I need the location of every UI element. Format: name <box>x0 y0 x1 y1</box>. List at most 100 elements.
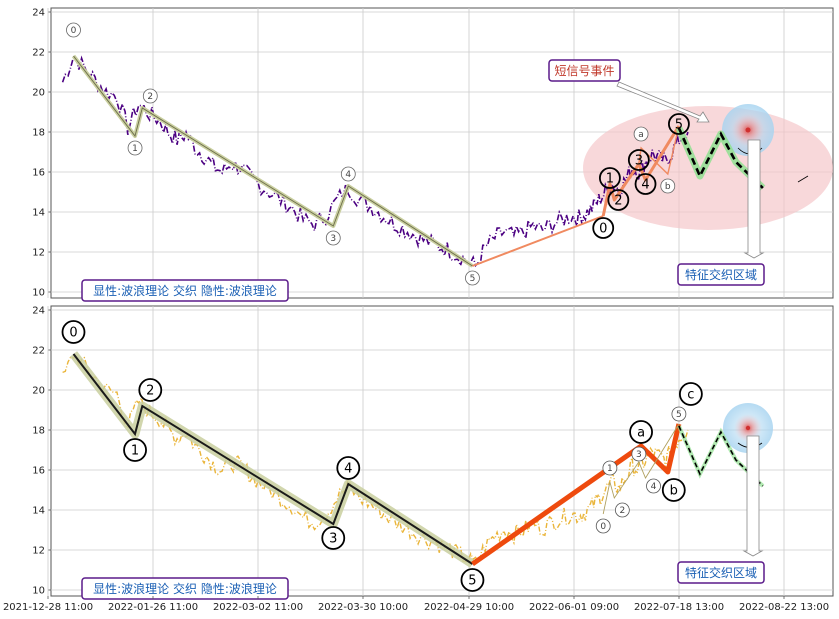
abc-marker <box>629 420 653 444</box>
abc-label: a <box>638 130 644 140</box>
wave-label: 2 <box>147 92 153 102</box>
x-tick-label: 2022-03-30 10:00 <box>318 602 408 613</box>
subwave-marker <box>671 406 687 422</box>
feature-region-label: 特征交织区域 <box>685 267 757 282</box>
y-tick-label: 22 <box>32 48 45 59</box>
wave-label: 2 <box>146 384 154 399</box>
wave-label: 4 <box>344 462 352 477</box>
x-tick-label: 2022-07-18 13:00 <box>634 602 724 613</box>
wave-marker <box>61 320 86 344</box>
new-wave-label: 2 <box>614 194 622 209</box>
y-tick-label: 24 <box>32 8 45 19</box>
abc-label: b <box>665 182 671 192</box>
y-tick-label: 16 <box>32 168 45 179</box>
feature-dot <box>745 127 751 133</box>
wave-line <box>72 353 474 565</box>
y-tick-label: 12 <box>32 546 45 557</box>
x-tick-label: 2022-06-01 09:00 <box>529 602 619 613</box>
new-wave-label: 1 <box>606 172 614 187</box>
wave-label: 1 <box>131 444 139 459</box>
y-tick-label: 14 <box>32 208 45 219</box>
subwave-line <box>602 423 680 515</box>
wave-marker <box>460 568 485 592</box>
legend-label: 显性:波浪理论 交织 隐性:波浪理论 <box>93 581 277 596</box>
abc-label: b <box>670 484 678 499</box>
wave-marker <box>340 166 356 182</box>
feature-ellipse <box>583 106 833 230</box>
y-tick-label: 10 <box>32 288 45 299</box>
wave-label: 5 <box>468 574 476 589</box>
subwave-label: 0 <box>600 522 606 532</box>
wave-label: 0 <box>69 326 77 341</box>
y-tick-label: 20 <box>32 386 45 397</box>
x-tick-label: 2022-01-26 11:00 <box>108 602 198 613</box>
new-wave-label: 0 <box>599 222 607 237</box>
transition-line <box>472 215 604 267</box>
feature-dot <box>745 425 751 431</box>
abc-marker <box>661 478 686 502</box>
wave-marker <box>142 88 158 104</box>
y-tick-label: 10 <box>32 586 45 597</box>
subwave-label: 1 <box>607 464 613 474</box>
wave-marker <box>66 22 81 38</box>
subwave-marker <box>595 518 611 534</box>
subwave-label: 4 <box>651 482 657 492</box>
y-tick-label: 14 <box>32 506 45 517</box>
projection-tick <box>797 175 809 183</box>
feature-region-box <box>677 561 765 584</box>
wave-marker <box>138 378 163 402</box>
x-tick-label: 2021-12-28 11:00 <box>3 602 93 613</box>
abc-correction-line <box>471 423 682 567</box>
abc-marker <box>678 382 703 406</box>
wave-marker <box>127 140 143 156</box>
wave-label: 1 <box>132 144 138 154</box>
plot-frame <box>50 305 834 597</box>
new-wave-line <box>601 125 681 217</box>
subwave-marker <box>631 446 647 462</box>
event-arrow <box>616 81 710 123</box>
wave-label: 5 <box>470 274 476 284</box>
wave-line <box>73 55 473 267</box>
pointer-arrow <box>743 139 765 259</box>
abc-line <box>638 125 680 176</box>
new-wave-marker <box>598 167 621 189</box>
new-wave-marker <box>627 149 650 171</box>
wave-label: 4 <box>345 170 351 180</box>
subwave-label: 5 <box>676 410 682 420</box>
projection-line <box>678 425 764 487</box>
abc-label: a <box>637 426 645 441</box>
wave-marker <box>336 456 361 480</box>
new-wave-marker <box>634 173 657 195</box>
wave-label: 0 <box>71 26 77 36</box>
new-wave-label: 4 <box>641 178 649 193</box>
x-tick-label: 2022-04-29 10:00 <box>424 602 514 613</box>
x-axis: 2021-12-28 11:00 2022-01-26 11:00 2022-03-… <box>3 596 829 613</box>
subwave-marker <box>602 460 618 476</box>
new-wave-label: 5 <box>675 118 683 133</box>
pointer-arrow <box>742 435 764 557</box>
legend-box <box>81 279 289 302</box>
y-tick-label: 24 <box>32 306 45 317</box>
legend-box <box>81 577 289 600</box>
y-tick-label: 16 <box>32 466 45 477</box>
x-tick-label: 2022-03-02 11:00 <box>213 602 303 613</box>
wave-marker <box>321 526 346 550</box>
event-label-box <box>548 59 621 82</box>
event-label: 短信号事件 <box>554 64 614 78</box>
legend-label: 显性:波浪理论 交织 隐性:波浪理论 <box>93 283 277 298</box>
new-wave-label: 3 <box>635 154 643 169</box>
projection-line <box>677 127 764 189</box>
feature-region-label: 特征交织区域 <box>685 565 757 580</box>
wave-marker <box>325 230 341 246</box>
new-wave-marker <box>592 217 615 239</box>
abc-marker <box>660 178 676 194</box>
abc-marker <box>633 126 649 142</box>
y-tick-label: 18 <box>32 426 45 437</box>
top-panel: 1012141618202224012345012345ab短信号事件特征交织区… <box>32 7 834 302</box>
subwave-label: 2 <box>619 506 625 516</box>
subwave-marker <box>614 502 630 518</box>
new-wave-marker <box>607 189 630 211</box>
y-tick-label: 22 <box>32 346 45 357</box>
wave-label: 3 <box>329 532 337 547</box>
